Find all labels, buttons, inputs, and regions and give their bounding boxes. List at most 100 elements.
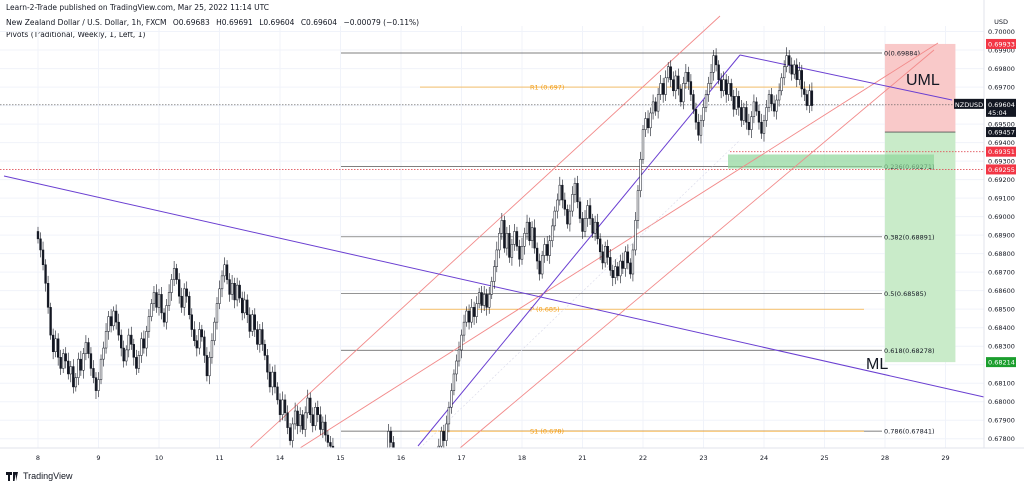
candle-body	[788, 55, 791, 66]
channel-line	[249, 15, 721, 449]
candle-body	[493, 266, 496, 282]
candle-body	[609, 257, 612, 271]
candle-body	[281, 399, 284, 415]
candle-body	[714, 55, 718, 66]
countdown-label: 45:04	[988, 109, 1007, 117]
candle-body	[513, 231, 516, 245]
candle-body	[737, 96, 740, 108]
candle-body	[160, 294, 163, 314]
candle-body	[135, 357, 138, 369]
candle-body	[445, 423, 448, 441]
x-tick-label: 10	[155, 454, 163, 462]
ml-label: ML	[866, 356, 888, 373]
candle-body	[672, 79, 675, 92]
candle-body	[223, 264, 226, 277]
candle-body	[644, 118, 647, 130]
candle-body	[760, 121, 763, 134]
candle-body	[488, 294, 491, 308]
candle-body	[251, 314, 254, 332]
channel-line	[299, 42, 939, 449]
candle-body	[54, 338, 57, 353]
indicator-line: Pivots (Traditional, Weekly, 1, Left, 1)	[6, 30, 146, 39]
candle-body	[780, 77, 783, 92]
candle-body	[495, 249, 498, 267]
candle-body	[314, 407, 317, 427]
candle-body	[518, 246, 521, 260]
candle-body	[588, 205, 592, 219]
price-tag	[986, 127, 1016, 138]
pivot-label: S1 (0.678)	[530, 428, 564, 436]
candle-body	[540, 255, 544, 275]
candle-body	[717, 64, 720, 80]
candle-body	[72, 366, 75, 388]
candle-body	[490, 281, 493, 295]
candle-body	[664, 77, 667, 95]
x-tick-label: 25	[820, 454, 828, 462]
candle-body	[142, 338, 146, 349]
candle-body	[298, 414, 302, 427]
price-tag-label: 0.68214	[988, 359, 1015, 367]
candle-body	[719, 79, 723, 92]
candle-body	[465, 310, 468, 323]
candle-body	[568, 210, 572, 225]
candle-body	[755, 101, 758, 112]
candle-body	[442, 431, 446, 441]
candle-body	[248, 314, 251, 332]
y-tick-label: 0.68000	[988, 398, 1015, 406]
x-tick-label: 22	[639, 454, 647, 462]
candle-body	[782, 66, 786, 79]
x-tick-label: 24	[760, 454, 768, 462]
candle-body	[109, 316, 113, 327]
x-tick-label: 11	[215, 454, 223, 462]
candle-body	[692, 94, 695, 110]
price-tag-label: 0.69933	[988, 40, 1015, 48]
candle-body	[483, 294, 486, 306]
candle-body	[258, 329, 262, 345]
candle-body	[735, 96, 738, 110]
candle-body	[530, 227, 534, 241]
y-tick-label: 0.67900	[988, 417, 1015, 425]
y-tick-label: 0.70000	[988, 28, 1015, 36]
candle-body	[747, 121, 751, 130]
price-tag	[986, 146, 1016, 157]
candle-body	[286, 412, 289, 428]
candle-body	[268, 371, 272, 388]
y-tick-label: 0.69900	[988, 47, 1015, 55]
y-tick-label: 0.69800	[988, 65, 1015, 73]
y-tick-label: 0.69500	[988, 121, 1015, 129]
candle-body	[687, 72, 690, 82]
candle-body	[208, 357, 211, 377]
candle-body	[515, 231, 519, 247]
candle-body	[596, 221, 599, 240]
candle-body	[808, 90, 811, 106]
candle-body	[51, 334, 55, 353]
candle-body	[132, 344, 135, 358]
candle-body	[767, 94, 771, 108]
y-tick-label: 0.68500	[988, 306, 1015, 314]
candle-body	[193, 329, 196, 341]
fib-level-label: 0.382(0.68891)	[884, 233, 935, 241]
candle-body	[601, 251, 604, 264]
candle-body	[480, 292, 483, 306]
candle-body	[112, 310, 115, 327]
close-value: C0.69604	[300, 18, 338, 27]
candle-body	[198, 329, 201, 349]
tradingview-logo[interactable]: TradingView	[6, 471, 73, 481]
candle-body	[117, 321, 120, 336]
candle-body	[563, 199, 567, 210]
candle-body	[241, 297, 244, 314]
candle-body	[659, 83, 662, 95]
candle-body	[477, 292, 481, 304]
candle-body	[200, 329, 204, 338]
candle-body	[750, 116, 753, 130]
candle-body	[205, 355, 209, 377]
candle-body	[188, 295, 191, 315]
candle-body	[87, 342, 90, 354]
candle-body	[727, 83, 730, 95]
candle-body	[462, 321, 466, 336]
candle-body	[470, 307, 473, 323]
candle-body	[674, 75, 677, 92]
publisher-line: Learn-2-Trade published on TradingView.c…	[6, 3, 269, 12]
candle-body	[89, 353, 93, 369]
